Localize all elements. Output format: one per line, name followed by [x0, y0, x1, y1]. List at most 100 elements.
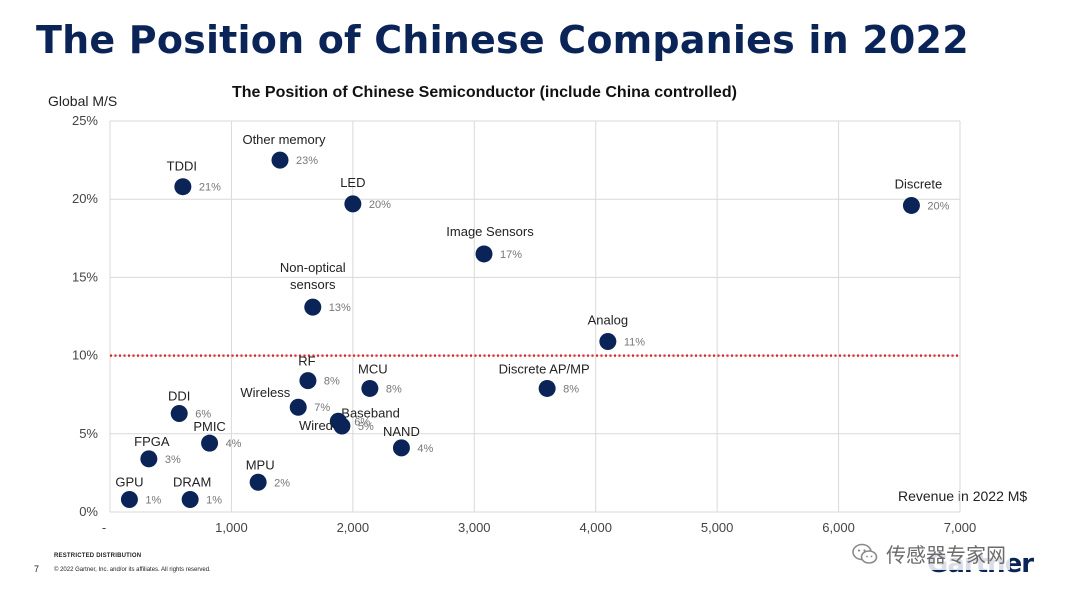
y-tick-label: 20%: [72, 191, 98, 206]
point-label-line: RF: [298, 354, 315, 369]
y-axis-label: Global M/S: [48, 93, 118, 109]
wechat-watermark: 传感器专家网: [848, 537, 1010, 570]
point-label: LED: [340, 175, 365, 190]
point-label-line: LED: [340, 175, 365, 190]
point-label: PMIC: [193, 419, 226, 434]
point-value-label: 3%: [165, 454, 181, 466]
point-label: FPGA: [134, 434, 170, 449]
point-value-label: 1%: [206, 494, 222, 506]
data-point: [174, 178, 192, 196]
x-tick-label: -: [102, 520, 106, 535]
point-label: Baseband: [341, 405, 400, 420]
point-value-label: 13%: [329, 302, 351, 314]
data-point: [249, 473, 267, 491]
point-label-line: Baseband: [341, 405, 400, 420]
point-label-line: Image Sensors: [446, 224, 534, 239]
data-point: [170, 404, 188, 422]
point-value-label: 6%: [195, 408, 211, 420]
data-point: [361, 379, 379, 397]
point-label: MCU: [358, 361, 388, 376]
data-point: [599, 333, 617, 351]
point-value-label: 1%: [145, 494, 161, 506]
data-point: [902, 196, 920, 214]
point-value-label: 11%: [624, 337, 645, 349]
point-label-line: NAND: [383, 424, 420, 439]
x-tick-label: 3,000: [458, 520, 491, 535]
data-point: [475, 245, 493, 263]
point-value-label: 5%: [358, 421, 374, 433]
point-label-line: MCU: [358, 361, 388, 376]
page-title: The Position of Chinese Companies in 202…: [36, 18, 969, 62]
x-axis-label: Revenue in 2022 M$: [898, 488, 1028, 504]
point-label-line: DDI: [168, 388, 190, 403]
data-point: [120, 490, 138, 508]
point-value-label: 8%: [324, 376, 340, 388]
point-label: Image Sensors: [446, 224, 534, 239]
point-label: RF: [298, 354, 315, 369]
data-point: [181, 490, 199, 508]
point-value-label: 23%: [296, 155, 318, 167]
point-value-label: 7%: [314, 402, 330, 414]
footer-restricted: RESTRICTED DISTRIBUTION: [54, 553, 142, 559]
point-value-label: 17%: [500, 249, 522, 261]
point-value-label: 2%: [274, 477, 290, 489]
point-label: DDI: [168, 388, 190, 403]
point-label: Discrete AP/MP: [499, 361, 590, 376]
data-point: [304, 298, 322, 316]
y-tick-label: 25%: [72, 113, 98, 128]
point-label: GPU: [115, 474, 143, 489]
point-label-line: FPGA: [134, 434, 170, 449]
point-label-line: Wireless: [240, 385, 290, 400]
x-tick-label: 4,000: [579, 520, 612, 535]
data-point: [344, 195, 362, 213]
data-point: [538, 379, 556, 397]
point-label: Discrete: [895, 176, 943, 191]
point-label: Wired: [299, 418, 333, 433]
y-tick-label: 0%: [79, 504, 98, 519]
point-label-line: Discrete AP/MP: [499, 361, 590, 376]
point-value-label: 6%: [354, 416, 370, 428]
point-label-line: TDDI: [167, 159, 197, 174]
point-label: NAND: [383, 424, 420, 439]
point-label-line: Wired: [299, 418, 333, 433]
point-label-line: Discrete: [895, 176, 943, 191]
x-tick-label: 1,000: [215, 520, 248, 535]
point-label-line: sensors: [290, 277, 336, 292]
y-tick-label: 10%: [72, 348, 98, 363]
point-label-line: Analog: [588, 313, 628, 328]
point-label: Other memory: [242, 132, 326, 147]
point-label: Analog: [588, 313, 628, 328]
x-tick-label: 7,000: [944, 520, 977, 535]
point-label: Wireless: [240, 385, 290, 400]
point-value-label: 4%: [417, 443, 433, 455]
y-tick-label: 15%: [72, 269, 98, 284]
watermark-text: 传感器专家网: [886, 543, 1006, 567]
point-value-label: 21%: [199, 182, 221, 194]
data-point: [271, 151, 289, 169]
point-label: DRAM: [173, 474, 211, 489]
chart-title: The Position of Chinese Semiconductor (i…: [232, 84, 737, 101]
point-value-label: 8%: [563, 383, 579, 395]
point-value-label: 4%: [226, 438, 242, 450]
wechat-icon: [852, 543, 878, 564]
data-point: [289, 398, 307, 416]
data-point: [392, 439, 410, 457]
data-point: [299, 372, 317, 390]
x-tick-label: 2,000: [337, 520, 370, 535]
point-label-line: Non-optical: [280, 260, 346, 275]
footer-copyright: © 2022 Gartner, Inc. and/or its affiliat…: [54, 567, 211, 573]
y-tick-label: 5%: [79, 426, 98, 441]
point-value-label: 20%: [927, 200, 949, 212]
point-label-line: MPU: [246, 457, 275, 472]
x-tick-label: 5,000: [701, 520, 734, 535]
point-label: TDDI: [167, 159, 197, 174]
point-value-label: 20%: [369, 199, 391, 211]
point-label-line: PMIC: [193, 419, 226, 434]
data-point: [140, 450, 158, 468]
point-label: MPU: [246, 457, 275, 472]
data-point: [333, 417, 351, 435]
x-tick-label: 6,000: [822, 520, 855, 535]
point-label: Non-optical sensors: [280, 260, 346, 292]
point-label-line: DRAM: [173, 474, 211, 489]
